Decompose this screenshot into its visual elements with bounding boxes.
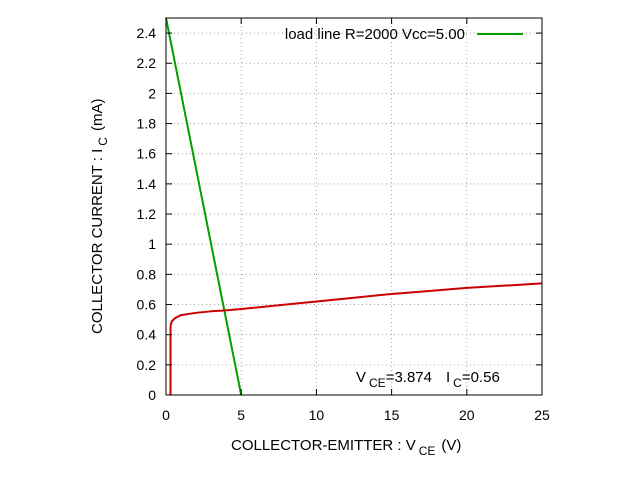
operating-point-annotation: V CE=3.874 I C=0.56 xyxy=(356,369,500,390)
x-axis-label-subscript: CE xyxy=(419,444,436,458)
x-axis-label-main: COLLECTOR-EMITTER : V xyxy=(231,437,416,454)
collector-curve-series xyxy=(169,282,543,395)
ticks: 0 5 10 15 20 25 0 0.2 0.4 0.6 0.8 1 1.2 1.4 1.6 1.8 2 2.2… xyxy=(137,18,550,423)
vce-value: =3.874 xyxy=(386,369,432,386)
x-tick-label: 5 xyxy=(237,407,245,423)
y-tick-label: 1.2 xyxy=(137,206,157,222)
y-tick-label: 1.8 xyxy=(137,116,157,132)
y-tick-label: 0.4 xyxy=(137,327,157,343)
load-line-series xyxy=(165,17,243,396)
vce-subscript: CE xyxy=(369,376,386,390)
y-axis-label-unit: (mA) xyxy=(89,99,106,132)
legend-label: load line R=2000 Vcc=5.00 xyxy=(285,26,465,43)
ic-value: =0.56 xyxy=(462,369,500,386)
y-tick-label: 1 xyxy=(148,236,156,252)
y-axis-label-main: COLLECTOR CURRENT : I xyxy=(89,149,106,334)
x-tick-label: 20 xyxy=(459,407,475,423)
x-tick-label: 10 xyxy=(309,407,325,423)
y-tick-label: 1.6 xyxy=(137,146,157,162)
y-tick-label: 2.4 xyxy=(137,25,157,41)
vce-prefix: V xyxy=(356,369,366,386)
ic-prefix: I xyxy=(446,369,450,386)
y-axis-label: COLLECTOR CURRENT : I C (mA) xyxy=(89,99,110,334)
legend: load line R=2000 Vcc=5.00 xyxy=(285,26,523,43)
x-tick-label: 0 xyxy=(162,407,170,423)
plot-frame xyxy=(165,17,543,396)
grid xyxy=(166,18,542,395)
y-axis-label-subscript: C xyxy=(96,137,110,146)
x-tick-label: 25 xyxy=(534,407,550,423)
y-tick-label: 2.2 xyxy=(137,55,157,71)
y-tick-label: 0 xyxy=(148,387,156,403)
x-axis-label: COLLECTOR-EMITTER : V CE (V) xyxy=(231,437,461,458)
y-tick-label: 0.2 xyxy=(137,357,157,373)
ic-subscript: C xyxy=(453,376,462,390)
y-tick-label: 2 xyxy=(148,85,156,101)
x-axis-label-unit: (V) xyxy=(441,437,461,454)
x-tick-label: 15 xyxy=(384,407,400,423)
y-tick-label: 0.8 xyxy=(137,266,157,282)
y-tick-label: 1.4 xyxy=(137,176,157,192)
series-layer xyxy=(165,17,543,396)
y-tick-label: 0.6 xyxy=(137,297,157,313)
